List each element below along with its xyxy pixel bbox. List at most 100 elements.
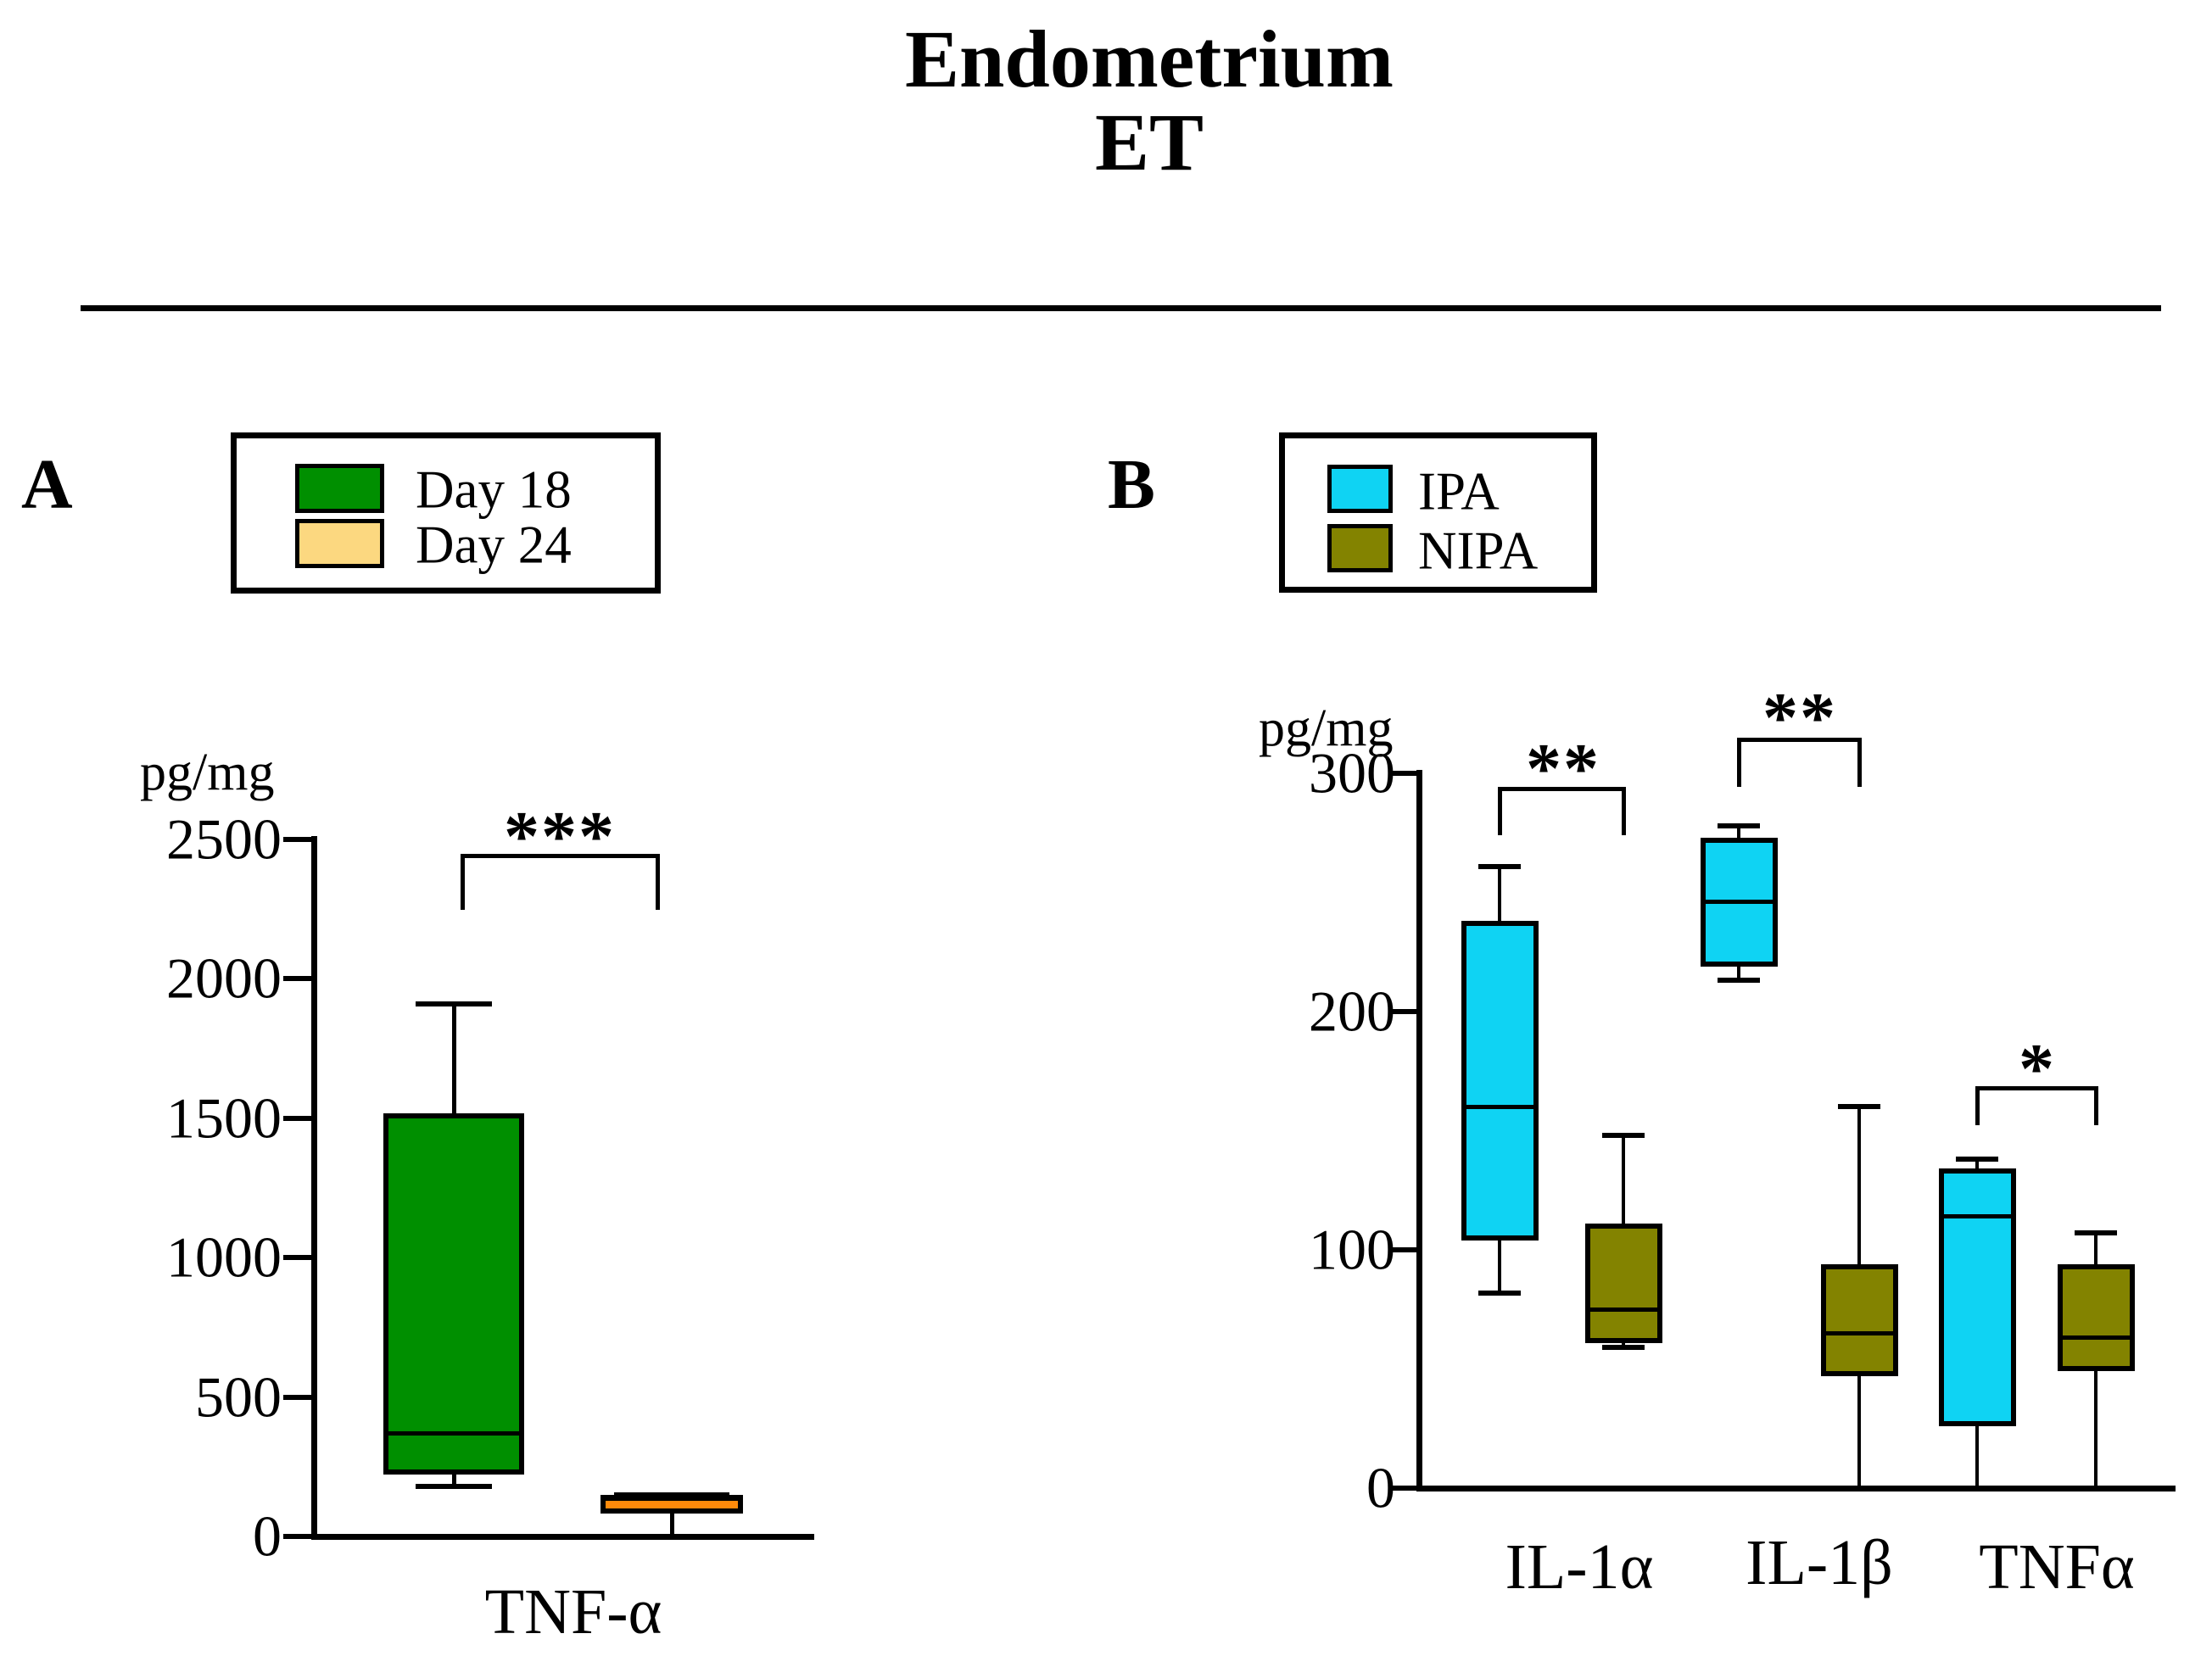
whisker-cap-max (1718, 822, 1760, 828)
significance-stars: *** (504, 797, 616, 876)
whisker-lower (1737, 962, 1740, 981)
significance-bracket-top (1975, 1086, 2098, 1090)
x-axis-line (311, 1534, 814, 1540)
y-axis-line (1416, 770, 1422, 1492)
whisker-cap-max (1602, 1133, 1645, 1139)
whisker-upper (1498, 866, 1501, 926)
box-median (1820, 1330, 1898, 1335)
whisker-lower (1857, 1372, 1861, 1488)
y-tick (283, 1394, 311, 1400)
y-tick (283, 837, 311, 842)
y-tick-label: 500 (195, 1364, 282, 1430)
legend-label-ipa: IPA (1418, 461, 1500, 521)
y-tick (1391, 1486, 1416, 1491)
whisker-cap-min (1602, 1345, 1645, 1351)
whisker-cap-max (416, 1001, 492, 1006)
whisker-upper (1857, 1107, 1861, 1268)
box-plot-IPA (1938, 1168, 2016, 1427)
whisker-lower (1498, 1235, 1501, 1293)
whisker-lower (2094, 1367, 2097, 1488)
significance-bracket-right (1857, 738, 1862, 787)
whisker-lower (669, 1509, 674, 1536)
y-tick (283, 1255, 311, 1261)
legend-swatch-day24 (295, 519, 384, 568)
y-tick-label: 0 (1366, 1455, 1395, 1520)
legend-swatch-ipa (1327, 465, 1393, 513)
significance-bracket-left (1736, 738, 1741, 787)
whisker-lower (1622, 1338, 1625, 1348)
significance-bracket-left (1975, 1086, 1980, 1125)
significance-bracket-right (2093, 1086, 2098, 1125)
significance-stars: * (2019, 1029, 2056, 1108)
whisker-cap-max (1478, 863, 1521, 869)
whisker-lower (1975, 1422, 1979, 1488)
whisker-upper (2094, 1233, 2097, 1268)
y-tick-label: 1000 (166, 1224, 282, 1290)
whisker-cap-max (614, 1492, 729, 1497)
box-median (2057, 1335, 2135, 1341)
whisker-cap-min (1478, 1290, 1521, 1296)
y-tick-label: 1500 (166, 1085, 282, 1151)
whisker-upper (451, 1003, 456, 1118)
figure-title-line-2: ET (1094, 97, 1204, 187)
y-tick-label: 0 (253, 1503, 282, 1569)
legend-label-day24: Day 24 (416, 515, 572, 575)
x-axis-line (1416, 1486, 2176, 1492)
whisker-cap-min (2075, 1486, 2117, 1491)
x-category-label: IL-1β (1746, 1527, 1893, 1598)
whisker-cap-min (1956, 1486, 1998, 1491)
significance-bracket-right (1621, 787, 1626, 835)
box-median (1938, 1214, 2016, 1219)
whisker-cap-min (1838, 1486, 1880, 1491)
y-tick-label: 2500 (166, 806, 282, 872)
box-plot-IPA (1461, 921, 1539, 1241)
whisker-upper (1975, 1159, 1979, 1174)
box-plot-NIPA (1584, 1223, 1662, 1343)
significance-bracket-top (1736, 738, 1862, 742)
y-tick (1391, 1247, 1416, 1252)
panel-b-legend: IPA NIPA (1279, 432, 1597, 593)
whisker-upper (1737, 825, 1740, 842)
box-plot-NIPA (1820, 1263, 1898, 1377)
y-axis-line (311, 836, 317, 1540)
box-median (1700, 900, 1778, 905)
whisker-cap-min (1718, 978, 1760, 984)
figure-title-line-1: Endometrium (905, 14, 1394, 104)
whisker-upper (1622, 1135, 1625, 1228)
y-tick (1391, 1009, 1416, 1014)
significance-stars: ** (1526, 729, 1600, 808)
significance-bracket-left (1497, 787, 1502, 835)
box-median (383, 1430, 524, 1436)
y-tick-label: 2000 (166, 945, 282, 1011)
y-tick (1391, 771, 1416, 776)
significance-bracket-right (655, 854, 660, 910)
y-tick-label: 200 (1309, 979, 1395, 1044)
panel-a-legend: Day 18 Day 24 (231, 432, 661, 594)
box-median (1461, 1104, 1539, 1109)
legend-swatch-day18 (295, 464, 384, 513)
whisker-cap-min (416, 1483, 492, 1489)
x-category-label: IL-1α (1505, 1531, 1654, 1603)
whisker-cap-max (2075, 1230, 2117, 1236)
box-plot-Day 18 (383, 1112, 524, 1475)
significance-bracket-top (1497, 787, 1626, 791)
significance-bracket-left (460, 854, 465, 910)
title-divider (81, 305, 2161, 311)
legend-label-day18: Day 18 (416, 460, 572, 520)
box-median (1584, 1307, 1662, 1312)
box-median (600, 1497, 743, 1502)
y-tick-label: 100 (1309, 1217, 1395, 1282)
box-plot-NIPA (2057, 1263, 2135, 1372)
significance-bracket-top (460, 854, 660, 858)
panel-b-unit-label: pg/mg (1259, 700, 1394, 757)
panel-a-unit-label: pg/mg (140, 744, 275, 801)
significance-stars: ** (1762, 678, 1837, 757)
y-tick (283, 976, 311, 982)
whisker-cap-max (1956, 1157, 1998, 1163)
legend-label-nipa: NIPA (1418, 521, 1539, 581)
y-tick-label: 300 (1309, 740, 1395, 806)
panel-b-label: B (1108, 445, 1156, 524)
y-tick (283, 1115, 311, 1121)
whisker-lower (451, 1470, 456, 1486)
